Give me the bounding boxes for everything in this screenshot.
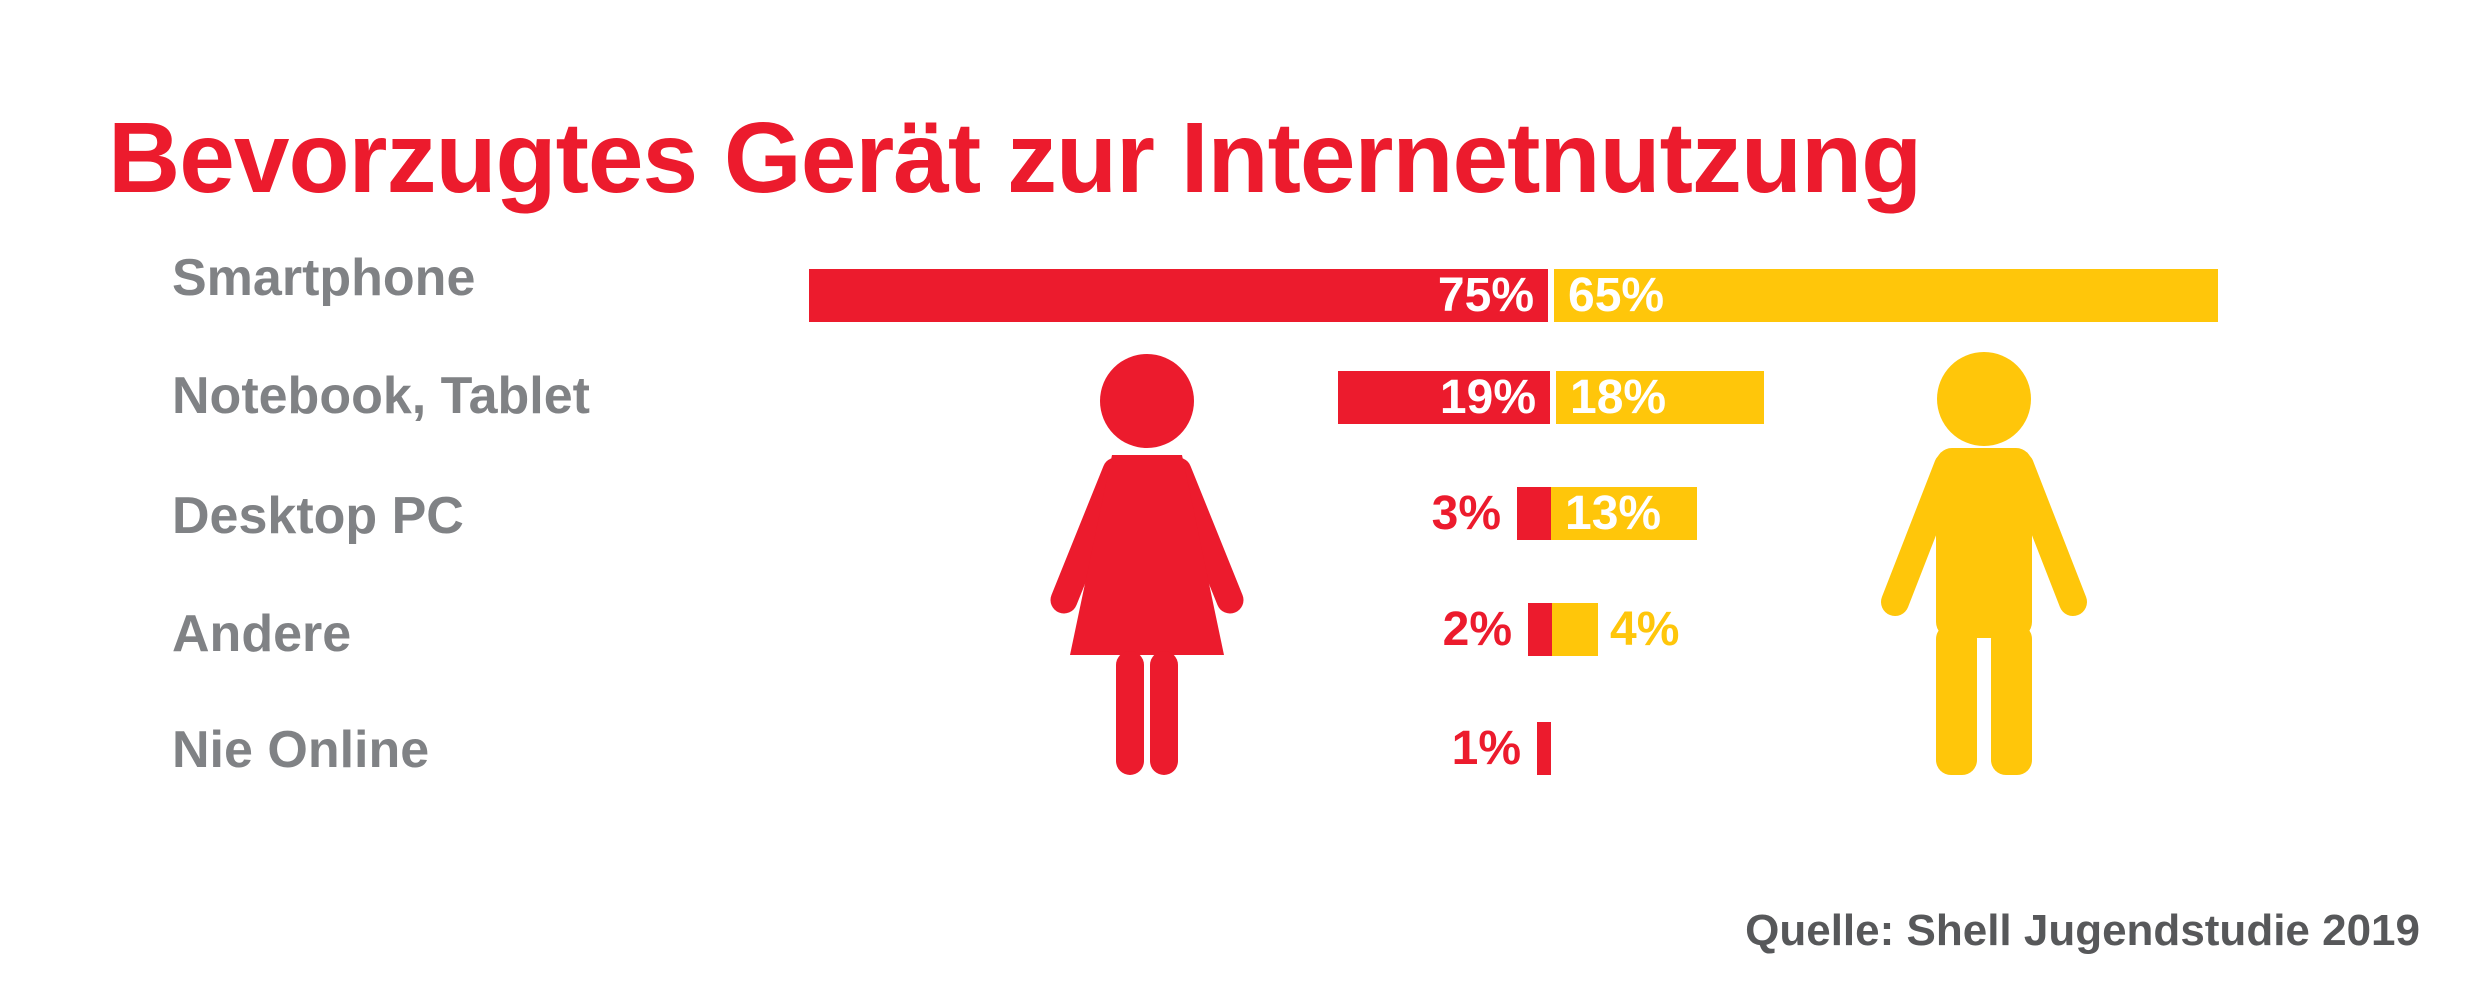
female-value-label-nie-online: 1% [1451, 722, 1521, 775]
female-pictogram-icon [1050, 354, 1244, 775]
category-label-nie-online: Nie Online [172, 721, 430, 779]
female-bar-desktop-pc [1517, 487, 1551, 540]
category-label-desktop-pc: Desktop PC [172, 487, 464, 545]
female-value-label-andere: 2% [1442, 603, 1512, 656]
female-bar-nie-online [1537, 722, 1551, 775]
female-bar-notebook-tablet: 19% [1338, 371, 1550, 424]
male-bar-smartphone: 65% [1554, 269, 2218, 322]
male-pictogram-icon [1881, 352, 2087, 775]
source-note: Quelle: Shell Jugendstudie 2019 [1745, 906, 2420, 955]
female-bar-andere [1528, 603, 1552, 656]
category-label-andere: Andere [172, 605, 352, 663]
female-bar-smartphone: 75% [809, 269, 1548, 322]
male-bar-andere [1552, 603, 1598, 656]
category-label-smartphone: Smartphone [172, 249, 476, 307]
male-value-label-andere: 4% [1610, 603, 1680, 656]
male-bar-notebook-tablet: 18% [1556, 371, 1764, 424]
chart-title: Bevorzugtes Gerät zur Internetnutzung [108, 102, 1922, 214]
category-label-notebook-tablet: Notebook, Tablet [172, 367, 590, 425]
female-value-label-desktop-pc: 3% [1431, 487, 1501, 540]
male-bar-desktop-pc: 13% [1551, 487, 1697, 540]
